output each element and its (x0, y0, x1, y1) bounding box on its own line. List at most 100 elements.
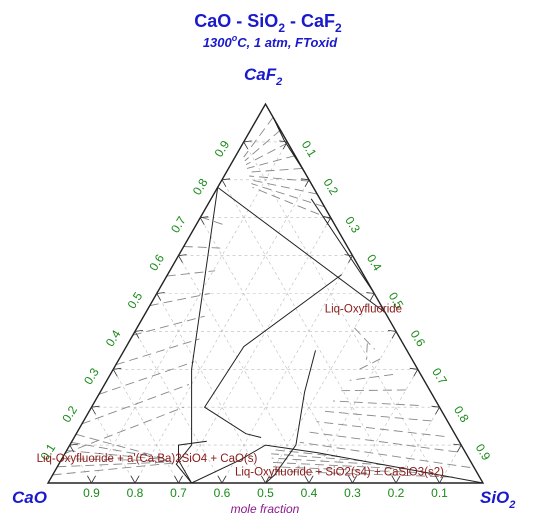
tick-mark (178, 255, 183, 263)
tick-label-bottom: 0.2 (388, 486, 405, 500)
tick-mark (439, 475, 444, 484)
tick-mark (279, 140, 288, 143)
tick-mark (221, 178, 231, 181)
tick-label-right: 0.2 (320, 176, 341, 198)
tick-label-right: 0.8 (451, 403, 472, 425)
tie-line (248, 167, 303, 173)
tick-mark (409, 367, 418, 370)
tick-mark (304, 179, 310, 187)
chart-title: CaO - SiO2 - CaF2 (194, 11, 342, 35)
tick-mark (435, 407, 440, 415)
tie-line (98, 361, 195, 395)
tie-line (251, 183, 325, 208)
grid-lines (69, 141, 462, 484)
tie-line (166, 270, 216, 277)
tick-mark (134, 330, 144, 332)
grid-line (221, 179, 397, 484)
tick-mark (243, 141, 249, 150)
tie-line (81, 384, 190, 425)
tie-line (52, 462, 174, 476)
tick-label-left: 0.3 (81, 365, 102, 387)
tick-mark (91, 475, 96, 484)
tick-label-right: 0.4 (364, 252, 385, 274)
tie-line (246, 155, 296, 169)
tie-line (270, 448, 341, 458)
tie-line (349, 374, 394, 381)
tie-line (333, 400, 419, 406)
tick-label-right: 0.6 (407, 328, 428, 350)
tick-mark (221, 179, 227, 187)
tick-label-right: 0.7 (429, 365, 450, 387)
tick-mark (387, 330, 397, 332)
phase-boundary (178, 440, 207, 484)
tick-mark (261, 475, 266, 484)
tie-line (316, 421, 445, 437)
tick-label-left: 0.5 (125, 289, 146, 311)
tick-mark (91, 405, 100, 408)
tick-mark (304, 475, 310, 484)
tick-mark (156, 292, 165, 294)
tick-label-bottom: 0.7 (170, 486, 187, 500)
tie-line (61, 458, 169, 462)
vertex-label-left: CaO (12, 488, 47, 507)
vertex-label-top: CaF2 (244, 65, 282, 88)
tick-label-bottom: 0.5 (257, 486, 274, 500)
tie-line (324, 410, 432, 422)
tie-line (308, 431, 458, 453)
tie-line (299, 441, 471, 468)
tick-mark (326, 217, 332, 225)
tick-mark (69, 444, 75, 453)
tie-line (64, 406, 184, 454)
tick-mark (91, 407, 96, 415)
tie-line (243, 116, 274, 158)
tick-mark (300, 178, 310, 181)
tie-line (149, 293, 210, 307)
tick-label-left: 0.6 (146, 251, 167, 273)
tick-label-bottom: 0.8 (127, 486, 144, 500)
phase-boundary (217, 186, 386, 313)
tick-mark (134, 331, 140, 339)
tick-label-bottom: 0.9 (83, 486, 100, 500)
tick-mark (431, 405, 440, 408)
region-label: Liq-Oxyfluoride + SiO2(s4) + CaSiO3(s2) (235, 466, 444, 478)
tie-line (244, 129, 281, 162)
tick-mark (217, 475, 223, 484)
tie-line (272, 461, 408, 470)
phase-boundary (203, 274, 342, 438)
tie-line (273, 470, 453, 478)
grid-line (134, 331, 223, 484)
phase-boundary (310, 198, 375, 294)
tick-mark (134, 475, 140, 484)
tick-mark (156, 293, 162, 301)
phase-boundary (175, 187, 219, 484)
tick-mark (352, 475, 357, 484)
tick-mark (348, 255, 353, 263)
tick-mark (456, 444, 462, 453)
tick-label-bottom: 0.6 (214, 486, 231, 500)
tie-line (354, 327, 375, 350)
tick-label-bottom: 0.1 (431, 486, 448, 500)
tick-label-left: 0.2 (59, 403, 80, 425)
tick-label-right: 0.1 (299, 138, 320, 160)
tick-mark (413, 369, 419, 377)
tie-line (272, 466, 431, 474)
tick-label-bottom: 0.3 (344, 486, 361, 500)
tick-mark (322, 216, 331, 219)
tick-label-left: 0.4 (103, 327, 124, 349)
chart-subtitle: 1300oC, 1 atm, FToxid (203, 33, 338, 50)
tick-mark (308, 475, 314, 484)
tie-line (115, 338, 200, 366)
tick-mark (87, 475, 92, 484)
tick-mark (174, 475, 179, 484)
axis-label: mole fraction (231, 502, 300, 516)
tie-line (249, 175, 310, 182)
tick-mark (243, 140, 252, 143)
tie-line (365, 343, 368, 360)
phase-boundary (191, 444, 484, 484)
tick-mark (200, 216, 209, 219)
tick-mark (344, 254, 353, 256)
tick-label-bottom: 0.4 (301, 486, 318, 500)
tie-line (271, 453, 363, 462)
tick-mark (282, 141, 288, 150)
